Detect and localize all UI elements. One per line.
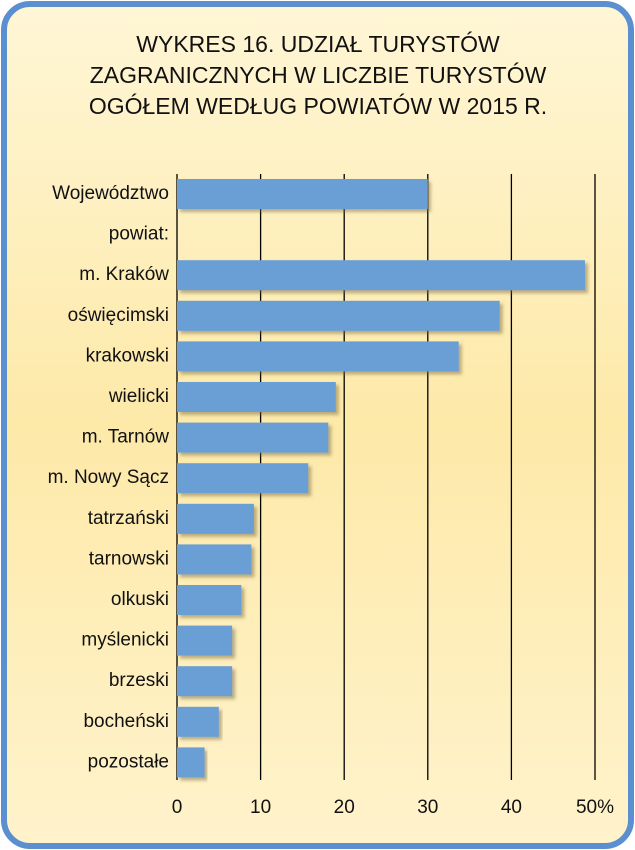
y-tick-label: brzeski bbox=[109, 670, 169, 691]
x-tick-label: 20 bbox=[334, 797, 355, 818]
y-tick-label: tatrzański bbox=[88, 508, 169, 529]
y-tick-label: olkuski bbox=[111, 589, 169, 610]
x-tick-label: 50% bbox=[576, 797, 614, 818]
chart-title: OGÓŁEM WEDŁUG POWIATÓW W 2015 R. bbox=[89, 93, 547, 119]
x-tick-label: 30 bbox=[417, 797, 438, 818]
y-tick-label: pozostałe bbox=[88, 751, 169, 772]
bar bbox=[177, 585, 242, 615]
y-tick-label: oświęcimski bbox=[68, 305, 169, 326]
y-tick-label: Województwo bbox=[52, 183, 169, 204]
chart-title: WYKRES 16. UDZIAŁ TURYSTÓW bbox=[136, 31, 500, 57]
x-tick-label: 10 bbox=[250, 797, 271, 818]
y-tick-label: powiat: bbox=[109, 224, 169, 245]
y-tick-label: m. Kraków bbox=[79, 264, 169, 285]
y-tick-label: bocheński bbox=[83, 711, 169, 732]
bar bbox=[177, 382, 336, 412]
bar bbox=[177, 463, 309, 494]
bar bbox=[177, 503, 254, 534]
bar bbox=[177, 706, 219, 737]
x-tick-label: 40 bbox=[501, 797, 522, 818]
chart-title: ZAGRANICZNYCH W LICZBIE TURYSTÓW bbox=[90, 62, 547, 88]
bar bbox=[177, 422, 329, 453]
bar bbox=[177, 747, 205, 778]
bar bbox=[177, 260, 585, 291]
y-tick-label: krakowski bbox=[86, 345, 169, 366]
bar bbox=[177, 666, 233, 697]
x-tick-label: 0 bbox=[172, 797, 183, 818]
bar bbox=[177, 544, 252, 575]
y-tick-label: m. Tarnów bbox=[82, 427, 170, 448]
bar bbox=[177, 300, 500, 331]
y-tick-label: wielicki bbox=[108, 386, 169, 407]
bar bbox=[177, 625, 233, 656]
y-tick-label: myślenicki bbox=[81, 630, 169, 651]
bar bbox=[177, 341, 459, 372]
y-tick-label: m. Nowy Sącz bbox=[48, 467, 169, 488]
y-tick-label: tarnowski bbox=[89, 548, 169, 569]
bar bbox=[177, 179, 428, 209]
